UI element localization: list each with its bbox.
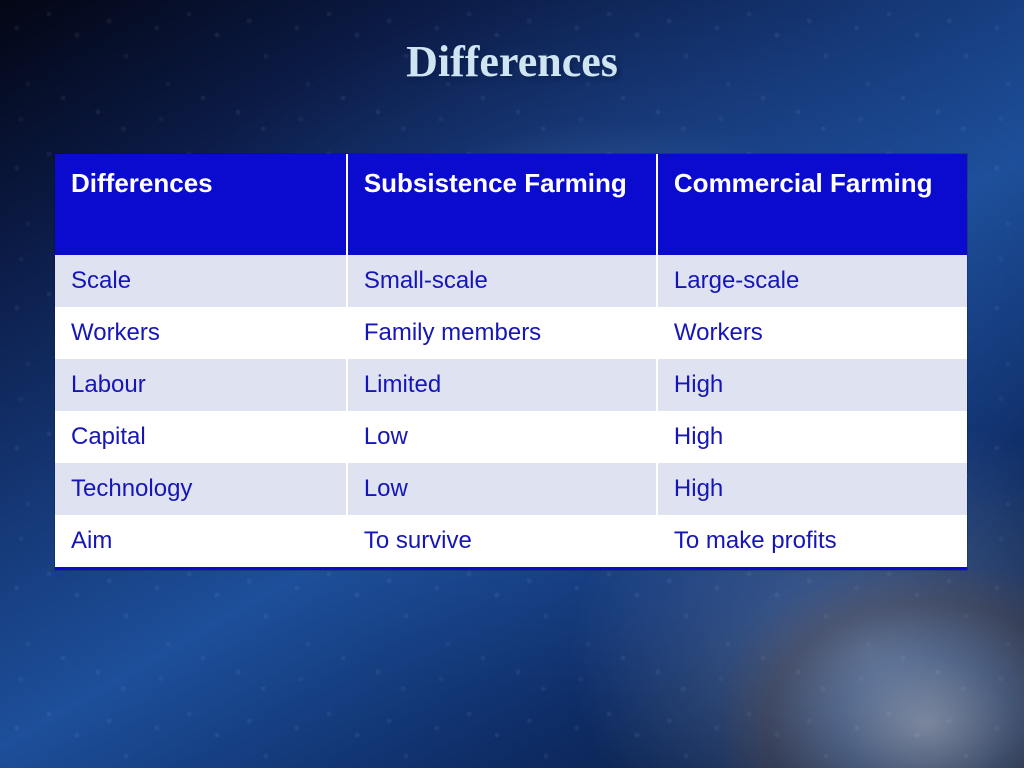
table-header-cell: Commercial Farming xyxy=(657,154,967,255)
table-cell: High xyxy=(657,463,967,515)
table-row: Technology Low High xyxy=(55,463,967,515)
table-cell: Technology xyxy=(55,463,347,515)
table-cell: Low xyxy=(347,411,657,463)
table-header-row: Differences Subsistence Farming Commerci… xyxy=(55,154,967,255)
table-row: Aim To survive To make profits xyxy=(55,515,967,569)
table: Differences Subsistence Farming Commerci… xyxy=(55,154,967,570)
table-header-cell: Differences xyxy=(55,154,347,255)
table-cell: Small-scale xyxy=(347,255,657,307)
table-cell: High xyxy=(657,411,967,463)
table-cell: Family members xyxy=(347,307,657,359)
table-cell: Scale xyxy=(55,255,347,307)
table-cell: Limited xyxy=(347,359,657,411)
table-cell: Low xyxy=(347,463,657,515)
table-cell: Aim xyxy=(55,515,347,569)
table-cell: To make profits xyxy=(657,515,967,569)
table-cell: Workers xyxy=(55,307,347,359)
table-header-cell: Subsistence Farming xyxy=(347,154,657,255)
table-cell: High xyxy=(657,359,967,411)
comparison-table: Differences Subsistence Farming Commerci… xyxy=(55,154,967,570)
table-cell: Large-scale xyxy=(657,255,967,307)
table-cell: To survive xyxy=(347,515,657,569)
table-row: Capital Low High xyxy=(55,411,967,463)
table-cell: Labour xyxy=(55,359,347,411)
table-cell: Capital xyxy=(55,411,347,463)
slide: Differences Differences Subsistence Farm… xyxy=(0,0,1024,768)
table-row: Workers Family members Workers xyxy=(55,307,967,359)
table-row: Scale Small-scale Large-scale xyxy=(55,255,967,307)
table-cell: Workers xyxy=(657,307,967,359)
page-title: Differences xyxy=(0,36,1024,87)
table-row: Labour Limited High xyxy=(55,359,967,411)
